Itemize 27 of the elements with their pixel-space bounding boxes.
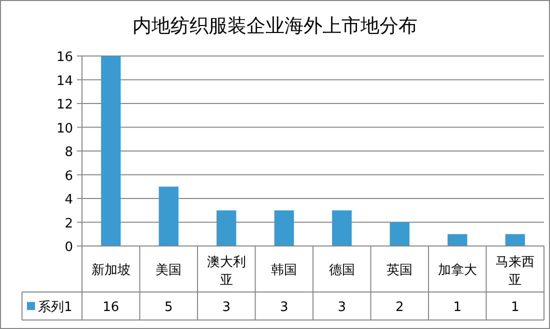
y-tick-label: 12 [56, 98, 73, 112]
x-tick-label: 马来西亚 [496, 255, 535, 288]
y-tick-label: 6 [64, 168, 73, 184]
x-tick-label: 英国 [386, 263, 413, 278]
y-tick-label: 16 [56, 50, 73, 65]
x-tick-label: 新加坡 [91, 263, 130, 278]
data-label: 3 [280, 300, 288, 315]
y-tick-label: 2 [64, 216, 73, 232]
legend: 系列1 [38, 300, 72, 315]
x-tick-label: 德国 [328, 263, 355, 278]
data-label: 2 [395, 300, 404, 315]
y-tick-label: 0 [64, 240, 73, 255]
data-label: 1 [510, 300, 520, 315]
x-tick-label: 美国 [156, 262, 182, 278]
data-label: 16 [102, 300, 120, 315]
y-tick-label: 14 [56, 74, 73, 89]
data-label: 3 [338, 300, 346, 315]
x-tick-label: 澳大利亚 [206, 255, 246, 288]
y-tick-label: 4 [64, 192, 73, 208]
y-tick-label: 10 [56, 121, 73, 136]
title: 内地纺织服装企业海外上市地分布 [132, 15, 418, 37]
data-label: 1 [453, 300, 462, 315]
data-label: 5 [164, 300, 173, 315]
data-label: 3 [222, 300, 231, 315]
x-tick-label: 加拿大 [438, 263, 477, 278]
y-tick-label: 8 [64, 145, 73, 160]
x-tick-label: 韩国 [271, 263, 298, 278]
